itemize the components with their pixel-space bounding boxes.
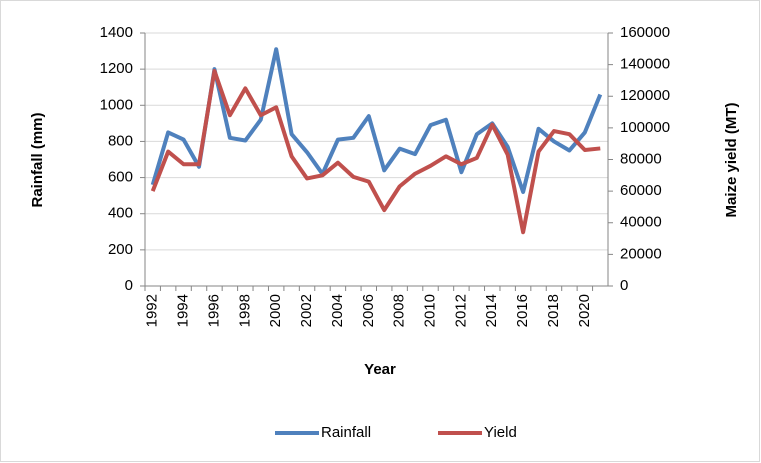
y2-tick-label: 160000 [620,24,670,41]
y-tick-label: 1400 [100,24,133,41]
y-tick-label: 200 [108,241,133,258]
y-tick-label: 600 [108,169,133,186]
legend-label: Rainfall [321,424,371,441]
x-tick-label: 2020 [576,294,593,327]
y-tick-label: 1200 [100,60,133,77]
x-tick-label: 2006 [360,294,377,327]
x-tick-label: 2004 [329,294,346,327]
legend-label: Yield [484,424,517,441]
x-axis-title: Year [364,361,396,378]
y-tick-label: 800 [108,132,133,149]
y-tick-label: 0 [125,277,133,294]
data-line [150,47,603,195]
y2-tick-label: 20000 [620,245,662,262]
x-tick-label: 2018 [545,294,562,327]
y2-axis-title: Maize yield (MT) [723,102,740,217]
y2-tick-label: 60000 [620,182,662,199]
x-tick-label: 2014 [483,294,500,327]
y2-tick-label: 100000 [620,119,670,136]
x-tick-label: 1994 [175,294,192,327]
y2-tick-label: 120000 [620,87,670,104]
data-line [150,68,601,235]
x-tick-label: 1996 [205,294,222,327]
y2-tick-label: 80000 [620,150,662,167]
x-tick-label: 1992 [144,294,161,327]
y-axis-title: Rainfall (mm) [29,112,46,207]
x-tick-label: 2000 [267,294,284,327]
x-tick-label: 2008 [391,294,408,327]
y2-tick-label: 0 [620,277,628,294]
x-tick-label: 2010 [421,294,438,327]
x-tick-label: 2002 [298,294,315,327]
x-tick-label: 2016 [514,294,531,327]
x-tick-label: 2012 [452,294,469,327]
y-tick-label: 400 [108,205,133,222]
y2-tick-label: 40000 [620,214,662,231]
y-tick-label: 1000 [100,96,133,113]
y2-tick-label: 140000 [620,56,670,73]
x-tick-label: 1998 [236,294,253,327]
